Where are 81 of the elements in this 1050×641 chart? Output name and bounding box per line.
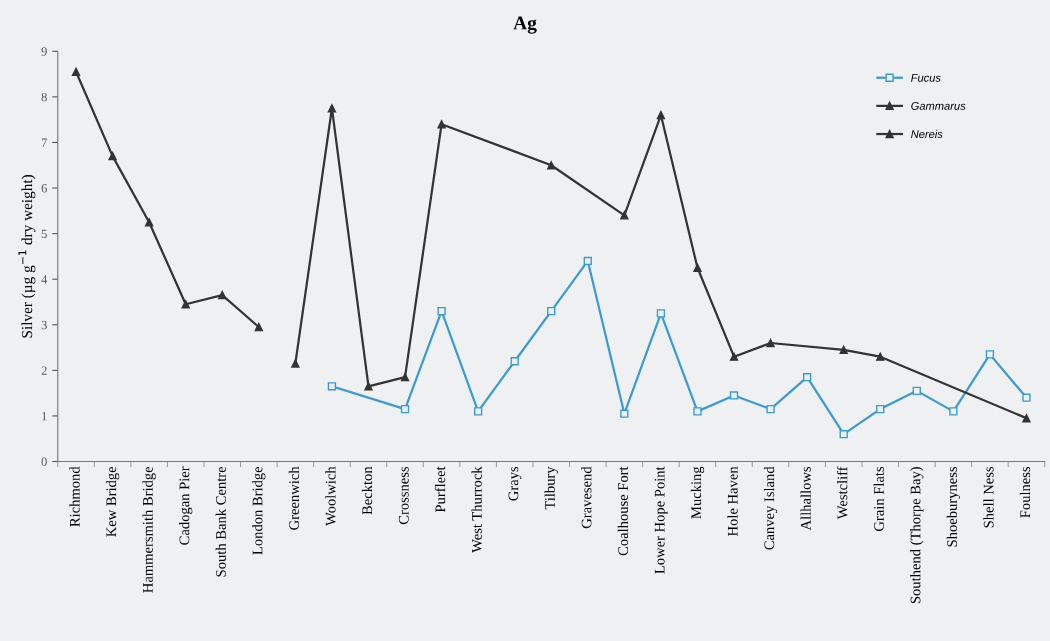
point: [327, 104, 337, 113]
x-tick-label: Southend (Thorpe Bay): [910, 467, 924, 604]
point: [437, 120, 446, 129]
point: [327, 382, 337, 391]
x-tick-label: South Bank Centre: [215, 466, 226, 577]
point: [912, 386, 921, 396]
point: [766, 404, 775, 414]
y-tick-label: 8: [41, 92, 47, 102]
x-tick-label: Allhallows: [800, 466, 811, 531]
x-tick-label: Mucking: [690, 466, 705, 519]
point: [254, 322, 263, 332]
point: [620, 211, 629, 220]
point: [876, 352, 885, 361]
point: [656, 110, 666, 120]
point: [656, 309, 666, 318]
y-tick-label: 3: [41, 320, 47, 330]
point: [802, 373, 812, 382]
y-tick-label: 5: [41, 229, 47, 239]
point: [218, 290, 227, 300]
point: [729, 352, 739, 361]
point: [547, 161, 556, 170]
x-tick-label: Richmond: [69, 466, 80, 527]
x-tick-label: Cadogan Pier: [179, 466, 193, 545]
x-tick-label: Lower Hope Point: [654, 466, 668, 574]
point: [181, 300, 190, 309]
point: [144, 218, 154, 227]
point: [1022, 414, 1031, 423]
point: [620, 409, 629, 418]
x-tick-label: Grain Flats: [873, 466, 884, 531]
point: [291, 359, 300, 368]
x-tick-label: Shoeburyness: [946, 466, 960, 547]
point: [876, 404, 885, 414]
x-tick-label: Foulness: [1019, 466, 1031, 518]
point: [108, 151, 117, 161]
chart-title: Ag: [513, 16, 537, 34]
point: [839, 430, 848, 439]
x-tick-label: Hole Haven: [727, 466, 738, 537]
point: [1022, 393, 1031, 402]
point: [729, 391, 739, 400]
legend-label: Fucus: [911, 74, 941, 82]
point: [985, 350, 995, 359]
y-tick-label: 0: [41, 457, 47, 466]
x-tick-label: Greenwich: [288, 466, 300, 530]
y-tick-label: 6: [41, 184, 47, 193]
point: [71, 67, 81, 76]
x-tick-label: Purfleet: [434, 466, 446, 513]
x-tick-label: Canvey Island: [763, 466, 778, 550]
point: [473, 407, 483, 416]
x-tick-label: Kew Bridge: [105, 466, 120, 537]
y-tick-label: 7: [41, 138, 47, 147]
x-tick-label: Westcliff: [836, 466, 848, 520]
point: [437, 306, 446, 316]
point: [693, 263, 702, 272]
y-tick-label: 9: [41, 47, 47, 56]
y-tick-label: 1: [42, 412, 47, 421]
x-tick-label: Grays: [508, 466, 522, 501]
point: [364, 382, 373, 391]
x-tick-label: Gravesend: [581, 466, 592, 529]
point: [547, 306, 556, 316]
x-tick-label: Beckton: [361, 466, 373, 515]
x-tick-label: Crossness: [398, 466, 409, 525]
point: [693, 407, 702, 416]
y-tick-label: 2: [41, 366, 47, 375]
point: [766, 338, 775, 348]
x-tick-label: Hammersmith Bridge: [142, 466, 156, 593]
x-tick-label: Tilbury: [544, 466, 558, 510]
x-tick-label: West Thurrock: [471, 466, 482, 553]
x-tick-label: London Bridge: [252, 466, 266, 555]
point: [400, 404, 410, 414]
x-tick-label: Woolwich: [325, 466, 336, 526]
x-tick-label: Shell Ness: [983, 466, 994, 528]
y-tick-label: 4: [41, 275, 48, 284]
point: [510, 357, 519, 366]
point: [839, 345, 848, 355]
point: [949, 407, 958, 416]
legend-label: Gammarus: [911, 102, 966, 110]
x-tick-label: Coalhouse Fort: [617, 466, 629, 556]
y-axis-title: Silver (µg g$^{−1}$ dry weight): [18, 174, 36, 338]
legend-label: Nereis: [911, 129, 943, 139]
point: [400, 373, 410, 382]
point: [583, 256, 592, 266]
